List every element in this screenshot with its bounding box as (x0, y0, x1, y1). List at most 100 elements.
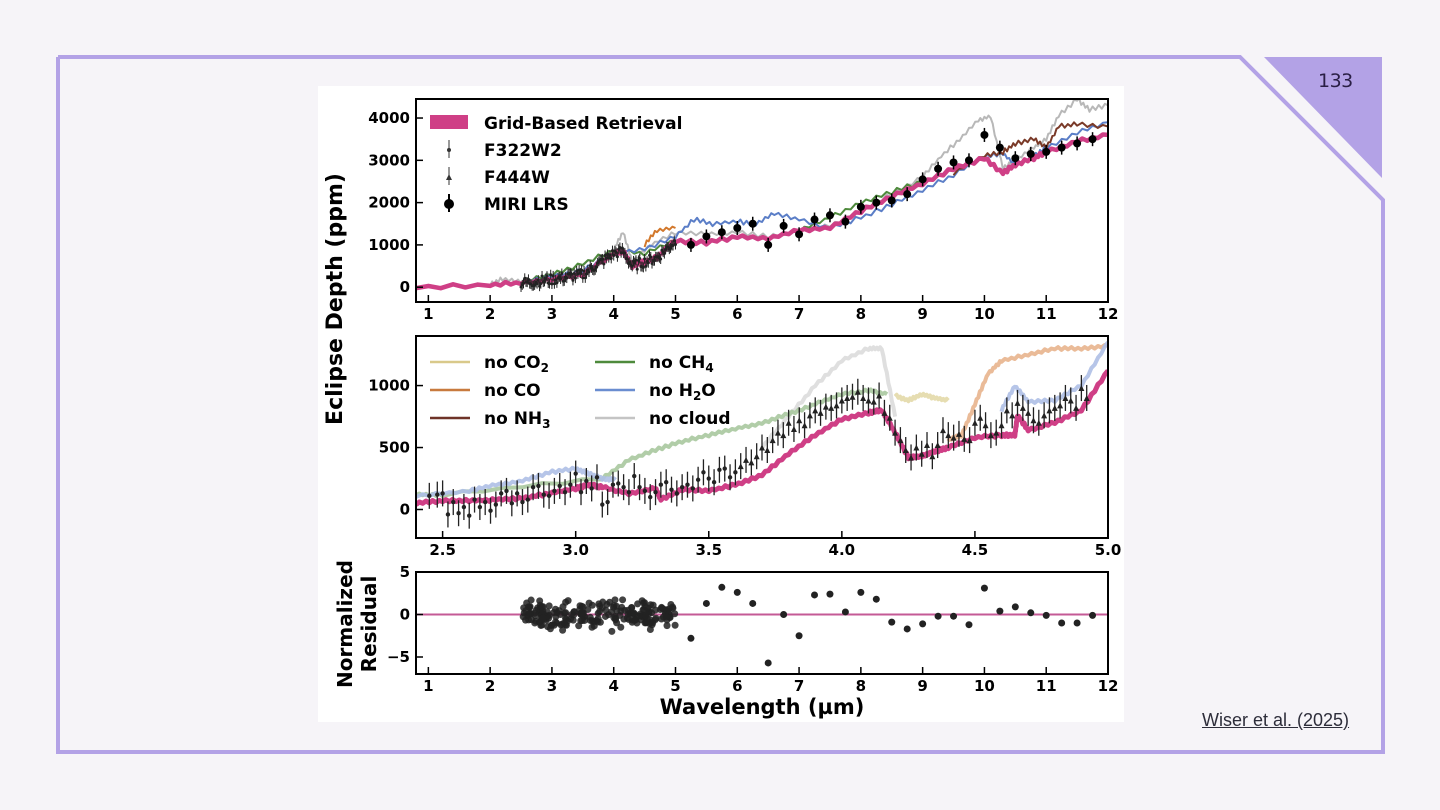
data-point (642, 488, 648, 494)
data-point-triangle (753, 453, 760, 460)
data-point-triangle (849, 393, 856, 400)
data-point-triangle (1009, 412, 1016, 419)
data-point-triangle (918, 450, 925, 457)
data-point-triangle (774, 429, 781, 436)
series-line-grid-based-retrieval (416, 369, 1108, 507)
x-tick-label: 11 (1036, 677, 1057, 695)
nircam-point (547, 282, 551, 286)
citation-link[interactable]: Wiser et al. (2025) (1202, 710, 1350, 730)
residual-point (648, 609, 656, 617)
residual-point (578, 617, 586, 625)
data-point-triangle (743, 456, 750, 463)
data-point (584, 478, 589, 484)
data-point-triangle (1003, 407, 1010, 414)
nircam-point (536, 278, 540, 282)
data-point-triangle (801, 422, 808, 429)
miri-point (702, 232, 711, 241)
residual-point (545, 614, 553, 622)
residual-label-line2: Residual (357, 576, 381, 673)
residual-point-miri (687, 634, 695, 642)
data-point (679, 484, 685, 490)
residual-point-miri (826, 590, 834, 598)
x-tick-label: 3.5 (695, 541, 722, 559)
residual-point (638, 597, 646, 605)
data-point (483, 499, 488, 505)
miri-point (1073, 139, 1082, 148)
x-tick-label: 9 (917, 305, 927, 323)
data-point-triangle (1014, 399, 1021, 406)
data-point (573, 471, 578, 476)
figure-panel: 1 2 3 4 5 6 7 8 9 10 11 12 0 1000 2000 3000 4000 Grid-Bas… (318, 86, 1124, 722)
data-point (509, 501, 515, 506)
data-point (435, 492, 440, 497)
residual-point (617, 607, 625, 615)
frame-border (56, 55, 1385, 754)
y-axis-label: Eclipse Depth (ppm) (323, 173, 348, 425)
data-point (514, 491, 520, 496)
data-point (530, 484, 536, 490)
x-tick-label: 5.0 (1095, 541, 1122, 559)
data-point-triangle (1030, 417, 1037, 424)
residual-point-miri (795, 632, 803, 640)
nircam-point (539, 282, 543, 286)
x-tick-label: 6 (732, 677, 742, 695)
data-point (445, 512, 451, 517)
data-point-triangle (806, 412, 813, 419)
data-point (525, 497, 530, 502)
x-tick-label: 8 (856, 305, 866, 323)
data-point-triangle (998, 422, 1005, 429)
nircam-point (549, 273, 553, 277)
residual-point (624, 610, 632, 618)
miri-point (856, 202, 865, 211)
nircam-point (609, 256, 613, 260)
x-tick-label: 6 (732, 305, 742, 323)
data-point (690, 486, 695, 491)
miri-point (733, 223, 742, 232)
plot-frame (415, 335, 1109, 539)
data-point (626, 489, 632, 495)
nircam-point (646, 261, 650, 265)
residual-point-miri (764, 659, 772, 667)
y-tick-label: −5 (387, 648, 410, 666)
residual-point (594, 618, 602, 626)
data-point-triangle (897, 437, 904, 444)
legend-label: Grid-Based Retrieval (484, 114, 682, 134)
data-point (578, 489, 584, 495)
data-point-triangle (913, 444, 920, 451)
residual-point (648, 621, 656, 629)
y-tick-label: 0 (400, 606, 410, 624)
data-point-triangle (764, 447, 771, 454)
data-point (674, 491, 680, 496)
x-tick-label: 5 (670, 305, 680, 323)
x-tick-label: 7 (794, 305, 804, 323)
data-point (722, 466, 727, 471)
data-point-triangle (908, 454, 915, 461)
data-point (733, 470, 738, 475)
residual-point-miri (934, 612, 942, 620)
nircam-point (623, 251, 627, 255)
x-tick-label: 11 (1036, 305, 1057, 323)
residual-point (671, 621, 679, 629)
data-point-triangle (1057, 402, 1064, 409)
data-point (472, 497, 477, 502)
series-line-no-co2 (893, 391, 950, 404)
nircam-point (551, 274, 555, 278)
y-tick-label: 0 (400, 500, 410, 518)
nircam-point (582, 269, 586, 273)
residual-point (567, 611, 575, 619)
residual-point (531, 612, 539, 620)
x-axis-label: Wavelength (µm) (660, 695, 865, 719)
data-point-triangle (1046, 407, 1053, 414)
data-point-triangle (812, 407, 819, 414)
residual-point (671, 610, 679, 618)
nircam-point (674, 242, 677, 246)
nircam-point (634, 258, 638, 262)
nircam-point (580, 268, 584, 272)
residual-point (613, 619, 621, 627)
nircam-point (560, 272, 564, 276)
data-point (711, 480, 717, 485)
data-point (706, 476, 711, 481)
data-point-triangle (886, 414, 893, 421)
x-tick-label: 3.0 (562, 541, 589, 559)
y-tick-label: 0 (400, 278, 410, 296)
